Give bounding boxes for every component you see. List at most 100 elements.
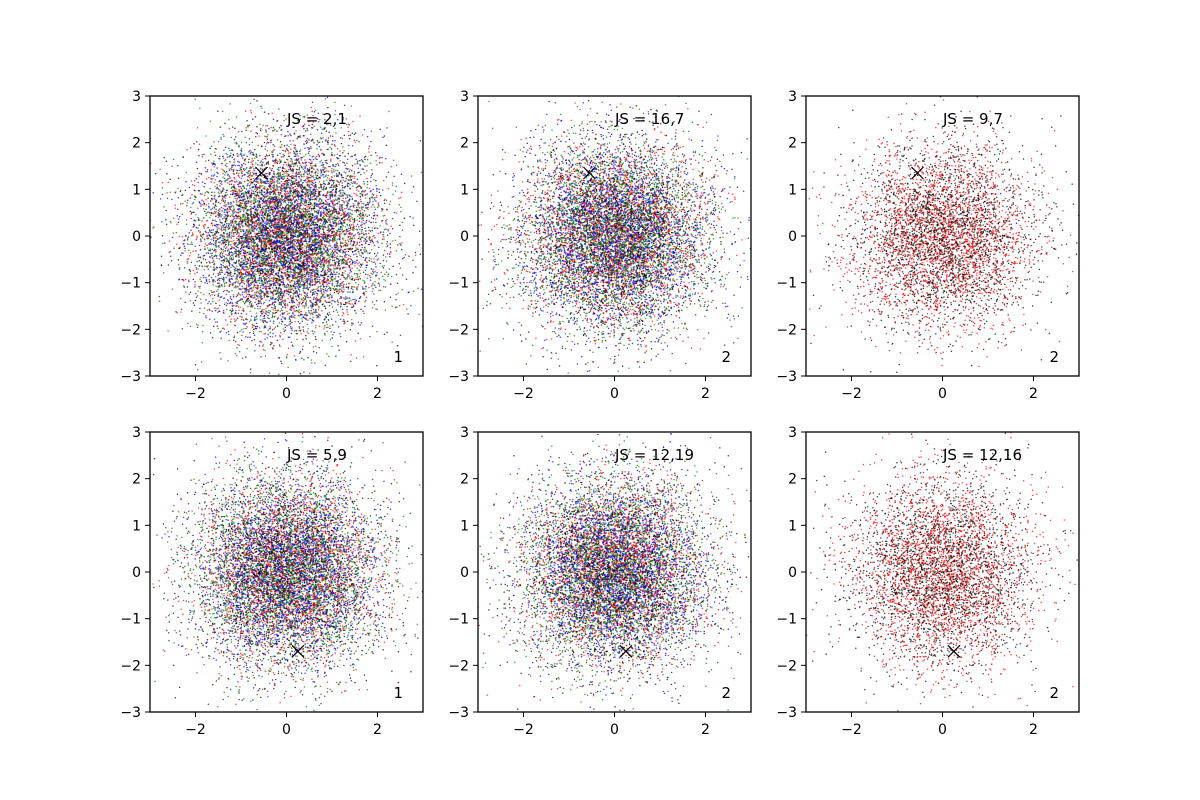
scatter-point (328, 178, 331, 180)
scatter-point (234, 340, 237, 343)
scatter-point (264, 230, 266, 233)
scatter-point (304, 277, 306, 279)
scatter-point (284, 326, 287, 328)
scatter-point (326, 283, 328, 285)
scatter-point (309, 162, 312, 165)
scatter-point (332, 333, 334, 336)
scatter-point (323, 185, 325, 187)
scatter-point (219, 208, 221, 210)
scatter-point (272, 294, 274, 297)
scatter-point (318, 231, 320, 234)
scatter-point (249, 336, 251, 338)
scatter-point (322, 290, 325, 293)
scatter-point (240, 187, 243, 190)
scatter-point (318, 181, 321, 183)
scatter-point (235, 254, 237, 256)
scatter-point (186, 237, 189, 240)
scatter-point (261, 280, 264, 283)
scatter-point (336, 202, 339, 204)
scatter-point (333, 331, 335, 333)
scatter-point (235, 260, 238, 262)
scatter-point (362, 252, 364, 255)
scatter-point (242, 279, 244, 282)
scatter-point (258, 197, 260, 200)
scatter-point (328, 297, 330, 300)
scatter-point (344, 253, 347, 256)
scatter-point (359, 338, 362, 340)
scatter-point (294, 144, 297, 147)
scatter-point (222, 280, 225, 282)
scatter-point (274, 193, 277, 196)
scatter-point (324, 170, 327, 173)
scatter-point (354, 175, 356, 178)
scatter-point (339, 283, 342, 285)
scatter-point (320, 266, 322, 269)
scatter-point (231, 246, 234, 248)
scatter-point (171, 165, 173, 167)
scatter-point (286, 313, 289, 315)
scatter-point (363, 294, 366, 296)
scatter-point (289, 139, 291, 142)
scatter-point (219, 277, 221, 280)
scatter-point (317, 212, 319, 215)
scatter-point (216, 229, 218, 231)
scatter-point (240, 312, 243, 315)
scatter-point (355, 282, 357, 284)
scatter-point (253, 169, 255, 172)
scatter-point (399, 235, 401, 238)
scatter-point (289, 133, 291, 135)
scatter-point (294, 155, 297, 157)
scatter-point (198, 244, 201, 247)
scatter-point (258, 330, 261, 333)
scatter-point (276, 130, 278, 132)
scatter-point (330, 205, 332, 208)
scatter-point (315, 190, 317, 193)
scatter-point (375, 221, 377, 224)
scatter-point (238, 154, 240, 156)
scatter-point (219, 236, 222, 239)
scatter-point (367, 148, 370, 150)
scatter-point (294, 251, 296, 253)
scatter-point (361, 246, 364, 249)
scatter-point (206, 190, 208, 193)
scatter-point (295, 271, 297, 274)
scatter-point (236, 347, 238, 349)
scatter-point (301, 261, 304, 264)
scatter-point (388, 253, 391, 256)
scatter-point (254, 249, 257, 252)
scatter-point (249, 259, 251, 261)
scatter-point (193, 211, 195, 214)
scatter-point (210, 153, 212, 156)
scatter-point (289, 192, 292, 194)
scatter-point (295, 193, 297, 196)
scatter-point (341, 213, 343, 215)
scatter-point (214, 276, 217, 278)
scatter-point (245, 194, 248, 196)
scatter-point (273, 328, 276, 330)
scatter-point (205, 204, 208, 206)
scatter-point (201, 155, 204, 158)
scatter-point (330, 124, 332, 126)
scatter-point (282, 292, 284, 295)
scatter-point (417, 287, 419, 290)
scatter-point (343, 283, 345, 286)
scatter-point (198, 230, 200, 232)
scatter-point (229, 296, 232, 298)
scatter-point (293, 147, 296, 149)
scatter-point (342, 224, 344, 227)
scatter-point (348, 124, 351, 126)
scatter-point (207, 226, 209, 229)
scatter-point (265, 125, 267, 127)
scatter-point (233, 211, 235, 214)
scatter-point (364, 227, 366, 229)
scatter-point (336, 199, 339, 201)
scatter-point (197, 189, 200, 192)
scatter-point (250, 247, 253, 249)
scatter-point (367, 232, 370, 234)
scatter-point (346, 309, 348, 311)
scatter-point (239, 269, 242, 272)
scatter-point (213, 236, 215, 238)
scatter-point (204, 160, 207, 162)
scatter-point (209, 318, 211, 320)
scatter-point (310, 309, 312, 312)
